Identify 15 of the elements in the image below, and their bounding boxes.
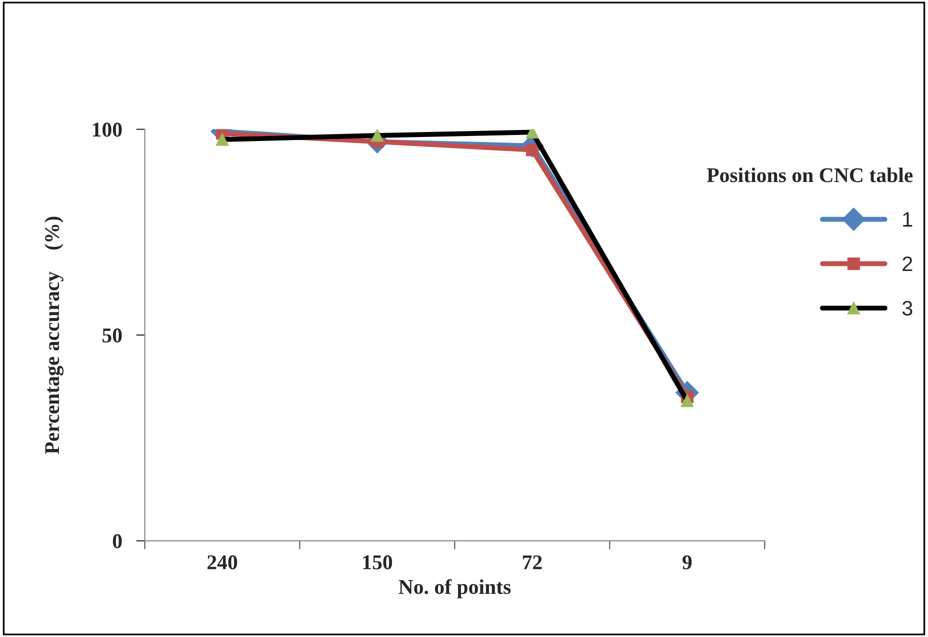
point [680,394,694,408]
y-axis-title: Percentage accuracy (%) [44,216,64,454]
point [216,133,229,146]
y-tick-label: 100 [92,122,122,137]
legend-label: 3 [902,300,912,316]
x-tick-label: 240 [208,555,238,570]
y-tick-label: 50 [102,328,122,342]
y-tick-label: 0 [112,534,122,548]
x-tick-label: 72 [522,555,542,570]
x-tick-label: 9 [682,555,692,570]
legend-label: 2 [902,256,912,271]
x-tick-label: 150 [363,555,392,570]
x-axis-title: No. of points [398,579,511,598]
legend-title: Positions on CNC table [706,168,913,182]
legend-label: 1 [903,212,912,227]
